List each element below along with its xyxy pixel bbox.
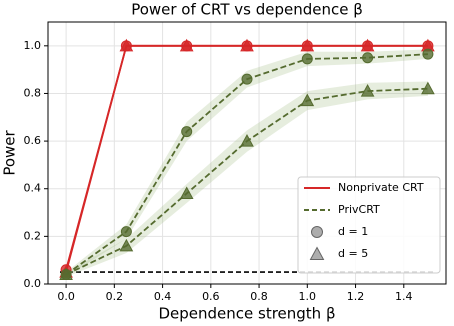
x-tick-label: 0.2 (106, 290, 124, 303)
point (120, 226, 132, 238)
legend-label: d = 1 (338, 225, 368, 238)
y-axis-label: Power (1, 129, 19, 175)
x-axis-label: Dependence strength β (158, 305, 335, 323)
x-tick-label: 0.8 (250, 290, 268, 303)
legend-label: d = 5 (338, 247, 368, 260)
point (421, 81, 435, 95)
point (240, 134, 254, 147)
point (300, 93, 315, 107)
point (241, 73, 253, 85)
point (422, 48, 434, 60)
x-tick-label: 1.0 (299, 290, 317, 303)
y-tick-label: 0.0 (24, 277, 42, 290)
point (59, 267, 73, 280)
point (360, 84, 375, 97)
legend-swatch (309, 246, 325, 260)
legend-label: Nonprivate CRT (338, 181, 424, 194)
point (179, 186, 194, 199)
y-tick-label: 1.0 (24, 39, 42, 52)
legend-label: PrivCRT (338, 203, 380, 216)
legend-box (297, 176, 441, 274)
y-tick-label: 0.8 (24, 86, 42, 99)
point (362, 52, 374, 64)
x-tick-label: 1.2 (347, 290, 365, 303)
point (300, 38, 315, 52)
legend-swatch (311, 226, 323, 238)
chart-title: Power of CRT vs dependence β (131, 1, 363, 19)
point (119, 238, 134, 252)
point (181, 126, 193, 138)
point (360, 38, 375, 52)
y-tick-label: 0.4 (24, 182, 42, 195)
point (240, 38, 254, 52)
x-tick-label: 0.6 (202, 290, 220, 303)
point (301, 53, 313, 65)
point (119, 38, 134, 52)
x-tick-label: 1.4 (395, 290, 413, 303)
y-tick-label: 0.2 (24, 229, 42, 242)
point (179, 38, 194, 52)
y-tick-label: 0.6 (24, 134, 42, 147)
x-tick-label: 0.0 (57, 290, 75, 303)
x-tick-label: 0.4 (154, 290, 172, 303)
plot-frame (47, 21, 447, 285)
